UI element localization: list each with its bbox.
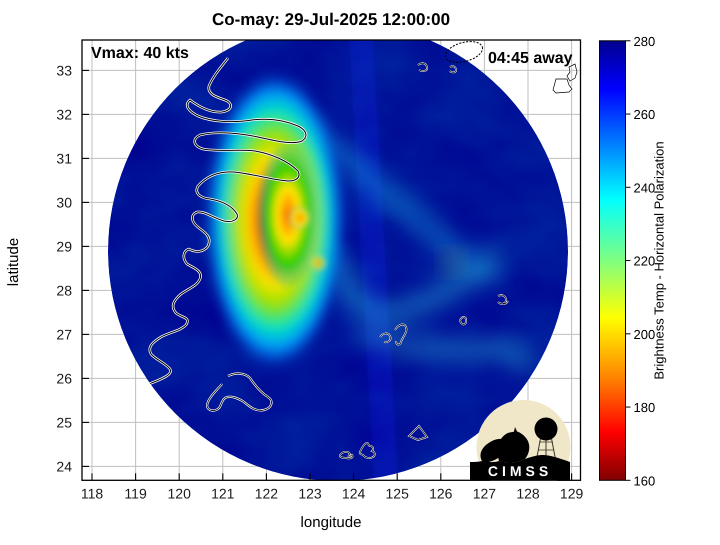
svg-text:31: 31 — [56, 150, 72, 166]
svg-text:260: 260 — [634, 107, 656, 122]
svg-text:160: 160 — [634, 473, 656, 488]
svg-text:280: 280 — [634, 34, 656, 49]
svg-text:latitude: latitude — [5, 238, 22, 286]
svg-text:Brightness Temp - Horizontal P: Brightness Temp - Horizontal Polarizatio… — [652, 141, 667, 379]
svg-text:Co-may: 29-Jul-2025 12:00:00: Co-may: 29-Jul-2025 12:00:00 — [212, 10, 450, 29]
svg-text:27: 27 — [56, 326, 72, 342]
svg-text:126: 126 — [429, 485, 453, 501]
svg-text:120: 120 — [168, 485, 192, 501]
svg-text:25: 25 — [56, 414, 72, 430]
svg-text:29: 29 — [56, 238, 72, 254]
svg-text:04:45 away: 04:45 away — [488, 50, 573, 67]
svg-text:122: 122 — [255, 485, 279, 501]
svg-text:129: 129 — [560, 485, 584, 501]
svg-text:127: 127 — [473, 485, 497, 501]
svg-text:Vmax: 40 kts: Vmax: 40 kts — [91, 45, 189, 62]
svg-text:123: 123 — [298, 485, 322, 501]
svg-text:CIMSS: CIMSS — [488, 463, 552, 479]
svg-text:24: 24 — [56, 458, 72, 474]
svg-text:121: 121 — [211, 485, 235, 501]
svg-text:128: 128 — [516, 485, 540, 501]
svg-text:124: 124 — [342, 485, 366, 501]
svg-text:longitude: longitude — [301, 514, 362, 531]
svg-text:118: 118 — [81, 485, 104, 501]
svg-text:33: 33 — [56, 62, 72, 78]
svg-text:28: 28 — [56, 282, 72, 298]
svg-text:180: 180 — [634, 400, 656, 415]
svg-text:125: 125 — [386, 485, 410, 501]
svg-text:119: 119 — [124, 485, 147, 501]
svg-text:30: 30 — [56, 194, 72, 210]
svg-text:26: 26 — [56, 370, 72, 386]
svg-text:32: 32 — [56, 106, 72, 122]
